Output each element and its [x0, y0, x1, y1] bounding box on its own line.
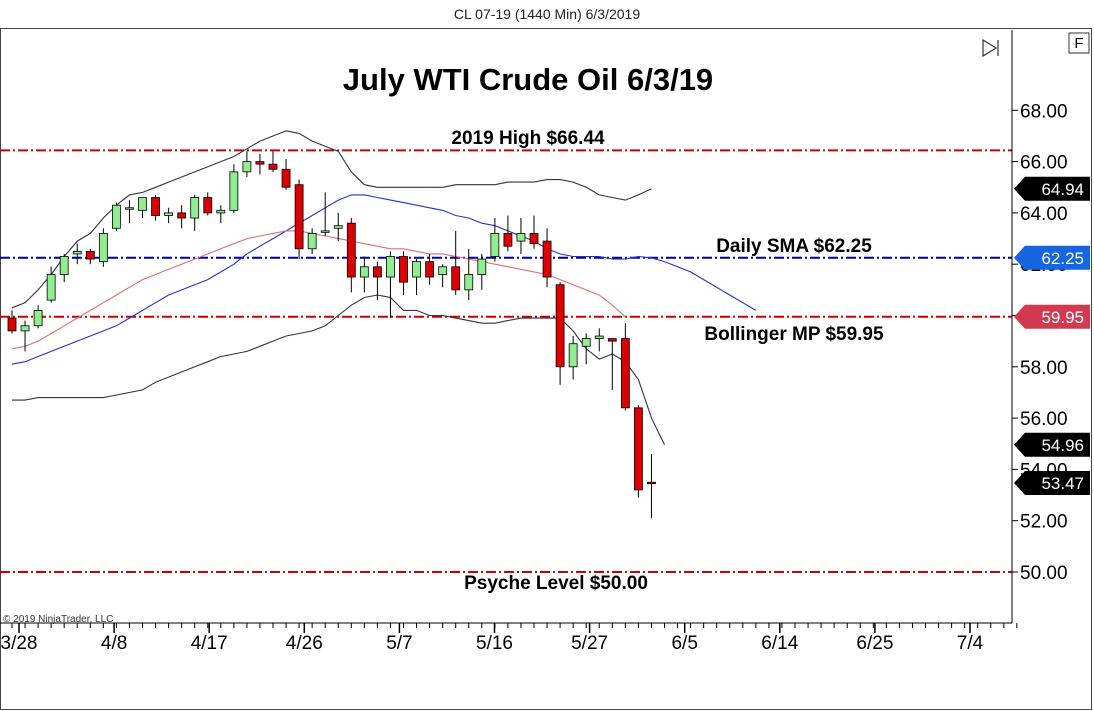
candle-body [98, 233, 108, 263]
y-tick-label: 68.00 [1020, 101, 1068, 122]
f-button-label: F [1074, 35, 1083, 52]
candle-body [516, 233, 526, 242]
level-label: Daily SMA $62.25 [716, 236, 872, 257]
candle-body [203, 197, 213, 214]
candle-body [125, 207, 134, 210]
candle-body [138, 197, 147, 211]
candle-body [255, 161, 265, 165]
candle-body [386, 256, 395, 278]
y-tick-label: 58.00 [1020, 358, 1068, 379]
candle-body [412, 261, 421, 278]
candle-body [72, 250, 82, 255]
price-badge-text: 62.25 [1041, 249, 1084, 268]
candle-body [372, 266, 382, 278]
price-badge [1014, 176, 1090, 201]
candle-body [229, 171, 239, 211]
candle-body [477, 258, 487, 275]
candle-body [7, 317, 17, 332]
candle-body [647, 481, 656, 485]
candle-body [242, 161, 252, 173]
price-badge-text: 59.95 [1041, 308, 1084, 327]
y-tick-label: 50.00 [1020, 563, 1068, 584]
candle-body [177, 212, 187, 219]
scroll-end-icon[interactable] [982, 38, 999, 58]
indicators-layer [11, 130, 757, 446]
sma-line [11, 194, 757, 365]
x-tick-label: 7/4 [957, 633, 984, 654]
candle-body [581, 338, 591, 347]
levels-layer: 2019 High $66.44 Daily SMA $62.25 Bollinge… [0, 128, 1012, 594]
candle-body [112, 204, 121, 229]
candle-body [359, 266, 369, 278]
candle-body [281, 168, 291, 188]
x-tick-label: 6/14 [761, 633, 798, 654]
upper-band-line [11, 130, 652, 309]
price-badge [1014, 471, 1090, 495]
candle-body [425, 261, 435, 278]
x-tick-label: 4/26 [286, 633, 323, 654]
candle-body [399, 256, 408, 283]
level-label: Psyche Level $50.00 [464, 573, 648, 594]
candle-body [451, 266, 461, 291]
candle-body [20, 325, 30, 332]
candle-body [607, 338, 617, 342]
bollinger-midline [11, 230, 626, 350]
candle-body [33, 309, 43, 327]
candle-body [190, 197, 200, 219]
candle-body [594, 335, 604, 339]
y-tick-label: 56.00 [1020, 409, 1068, 430]
candle-body [216, 209, 226, 214]
level-label: Bollinger MP $59.95 [704, 324, 884, 345]
price-badge-text: 64.94 [1041, 180, 1084, 199]
x-tick-label: 3/28 [1, 633, 38, 654]
candle-body [464, 274, 474, 291]
price-badge [1014, 245, 1090, 270]
x-tick-label: 6/25 [856, 633, 893, 654]
candle-body [555, 284, 565, 368]
x-tick-label: 5/7 [386, 633, 412, 654]
badges-layer: 64.94 62.25 59.95 54.96 53.47 [1014, 176, 1090, 495]
candle-body [268, 163, 278, 170]
chart-frame [0, 28, 1092, 710]
candle-body [294, 184, 304, 250]
candle-body [46, 274, 56, 301]
candle-body [333, 225, 343, 229]
y-tick-label: 64.00 [1020, 204, 1068, 225]
candle-body [85, 250, 95, 260]
candle-body [490, 233, 500, 257]
price-badge-text: 54.96 [1041, 436, 1084, 455]
x-tick-label: 4/8 [101, 633, 127, 654]
candle-body [164, 212, 174, 216]
candle-body [542, 240, 552, 278]
candle-body [151, 197, 160, 216]
axes-layer: 50.0052.0054.0056.0058.0060.0062.0064.00… [0, 30, 1068, 654]
candle-body [307, 233, 317, 250]
price-badge [1014, 304, 1090, 329]
copyright-text: © 2019 NinjaTrader, LLC [3, 614, 113, 625]
f-button[interactable]: F [1068, 32, 1090, 54]
candles-layer [7, 151, 656, 519]
candle-body [59, 256, 69, 275]
x-tick-label: 4/17 [191, 633, 228, 654]
candle-body [568, 343, 578, 368]
candle-body [438, 266, 448, 275]
chart-header: CL 07-19 (1440 Min) 6/3/2019 [453, 6, 641, 22]
x-tick-label: 6/5 [671, 633, 697, 654]
candle-body [346, 222, 356, 278]
y-tick-label: 52.00 [1020, 512, 1068, 533]
price-badge [1014, 432, 1090, 457]
candle-body [620, 338, 630, 409]
candle-body [503, 233, 513, 247]
price-badge-text: 53.47 [1041, 474, 1084, 493]
candle-body [634, 407, 643, 491]
candle-body [320, 230, 330, 233]
x-tick-label: 5/27 [571, 633, 608, 654]
y-tick-label: 66.00 [1020, 153, 1068, 174]
level-label: 2019 High $66.44 [451, 128, 605, 149]
x-tick-label: 5/16 [476, 633, 513, 654]
chart-title: July WTI Crude Oil 6/3/19 [343, 62, 713, 97]
candle-body [529, 233, 539, 245]
